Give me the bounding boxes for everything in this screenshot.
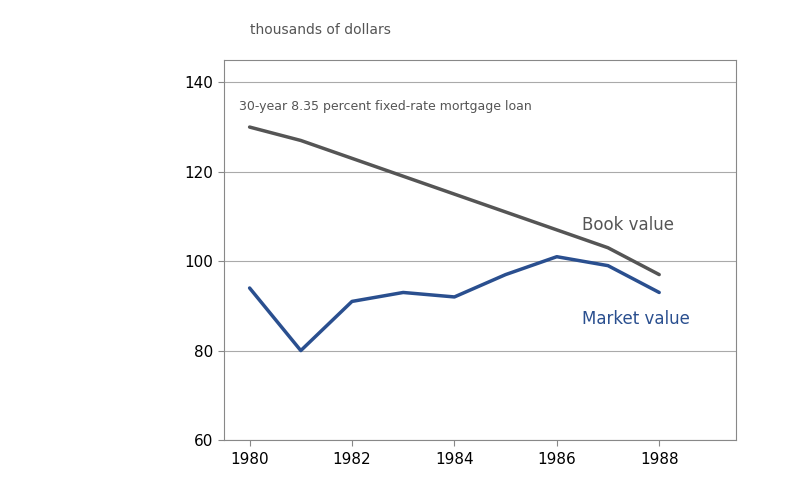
Text: 30-year 8.35 percent fixed-rate mortgage loan: 30-year 8.35 percent fixed-rate mortgage…: [239, 100, 532, 113]
Text: Market value: Market value: [582, 310, 690, 328]
Text: thousands of dollars: thousands of dollars: [250, 23, 390, 37]
Text: Book value: Book value: [582, 216, 674, 234]
